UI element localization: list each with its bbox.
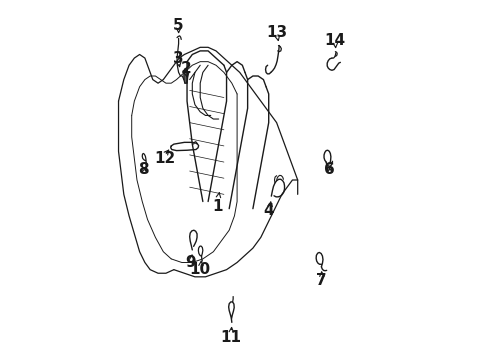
Text: 6: 6	[324, 162, 335, 177]
Text: 12: 12	[154, 151, 175, 166]
Text: 8: 8	[138, 162, 149, 177]
Text: 1: 1	[212, 199, 222, 215]
Text: 11: 11	[220, 330, 241, 345]
Text: 4: 4	[264, 203, 274, 218]
Text: 5: 5	[172, 18, 183, 33]
Text: 10: 10	[190, 262, 211, 277]
Text: 7: 7	[316, 273, 327, 288]
Text: 2: 2	[180, 61, 191, 76]
Text: 13: 13	[266, 26, 287, 40]
Text: 14: 14	[324, 33, 345, 48]
Text: 3: 3	[172, 50, 183, 66]
Text: 9: 9	[186, 255, 196, 270]
